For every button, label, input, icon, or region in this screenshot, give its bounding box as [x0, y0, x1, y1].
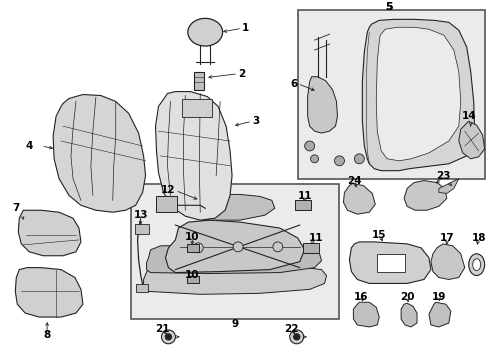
Bar — [303, 243, 318, 253]
Text: 2: 2 — [238, 69, 245, 79]
Polygon shape — [404, 181, 447, 210]
Text: 3: 3 — [252, 116, 259, 126]
Text: 14: 14 — [462, 111, 476, 121]
Text: 21: 21 — [155, 324, 170, 334]
Polygon shape — [144, 265, 326, 294]
Bar — [187, 244, 199, 252]
Text: 23: 23 — [437, 171, 451, 181]
Circle shape — [354, 154, 365, 164]
Polygon shape — [401, 303, 417, 327]
Circle shape — [305, 141, 315, 151]
Polygon shape — [308, 77, 338, 133]
Bar — [187, 275, 199, 283]
Polygon shape — [18, 210, 81, 256]
Polygon shape — [376, 27, 461, 161]
Text: 9: 9 — [231, 319, 239, 329]
Polygon shape — [147, 245, 321, 274]
Circle shape — [233, 242, 243, 252]
Bar — [136, 284, 147, 292]
Text: 4: 4 — [25, 141, 33, 151]
Text: 10: 10 — [185, 232, 199, 242]
Text: 12: 12 — [161, 185, 175, 195]
Text: 20: 20 — [400, 292, 415, 302]
Text: 11: 11 — [297, 192, 312, 201]
Text: 24: 24 — [347, 176, 362, 185]
Polygon shape — [53, 95, 146, 212]
Text: 15: 15 — [372, 230, 387, 240]
Text: 5: 5 — [385, 3, 393, 13]
Text: 10: 10 — [185, 270, 199, 279]
Polygon shape — [198, 194, 275, 220]
Circle shape — [290, 330, 304, 344]
Circle shape — [335, 156, 344, 166]
Polygon shape — [343, 184, 375, 214]
Ellipse shape — [469, 254, 485, 275]
Polygon shape — [15, 267, 83, 317]
Ellipse shape — [473, 259, 481, 271]
Bar — [182, 99, 212, 117]
Ellipse shape — [188, 18, 222, 46]
Text: 16: 16 — [354, 292, 368, 302]
Text: 19: 19 — [432, 292, 446, 302]
Circle shape — [273, 242, 283, 252]
Text: 5: 5 — [386, 3, 393, 13]
Text: 17: 17 — [440, 233, 454, 243]
Polygon shape — [459, 121, 485, 159]
Bar — [155, 197, 177, 212]
Polygon shape — [349, 242, 431, 283]
Text: 13: 13 — [133, 210, 148, 220]
Text: 11: 11 — [308, 233, 323, 243]
Polygon shape — [439, 179, 459, 193]
Polygon shape — [431, 244, 465, 279]
Text: 1: 1 — [242, 23, 249, 33]
Polygon shape — [429, 302, 451, 327]
Text: 22: 22 — [285, 324, 299, 334]
Bar — [131, 184, 340, 319]
Polygon shape — [166, 220, 305, 273]
Circle shape — [193, 243, 203, 253]
Circle shape — [294, 334, 300, 340]
Bar — [195, 72, 204, 90]
Circle shape — [162, 330, 175, 344]
Bar — [377, 254, 405, 271]
Text: 8: 8 — [44, 330, 51, 340]
Text: 7: 7 — [13, 203, 20, 213]
Circle shape — [166, 334, 171, 340]
Bar — [135, 224, 148, 234]
Polygon shape — [362, 19, 475, 171]
Bar — [294, 201, 311, 210]
Text: 6: 6 — [291, 78, 298, 89]
Bar — [298, 10, 485, 179]
Polygon shape — [353, 302, 379, 327]
Circle shape — [311, 155, 319, 163]
Polygon shape — [155, 91, 232, 220]
Text: 18: 18 — [471, 233, 486, 243]
